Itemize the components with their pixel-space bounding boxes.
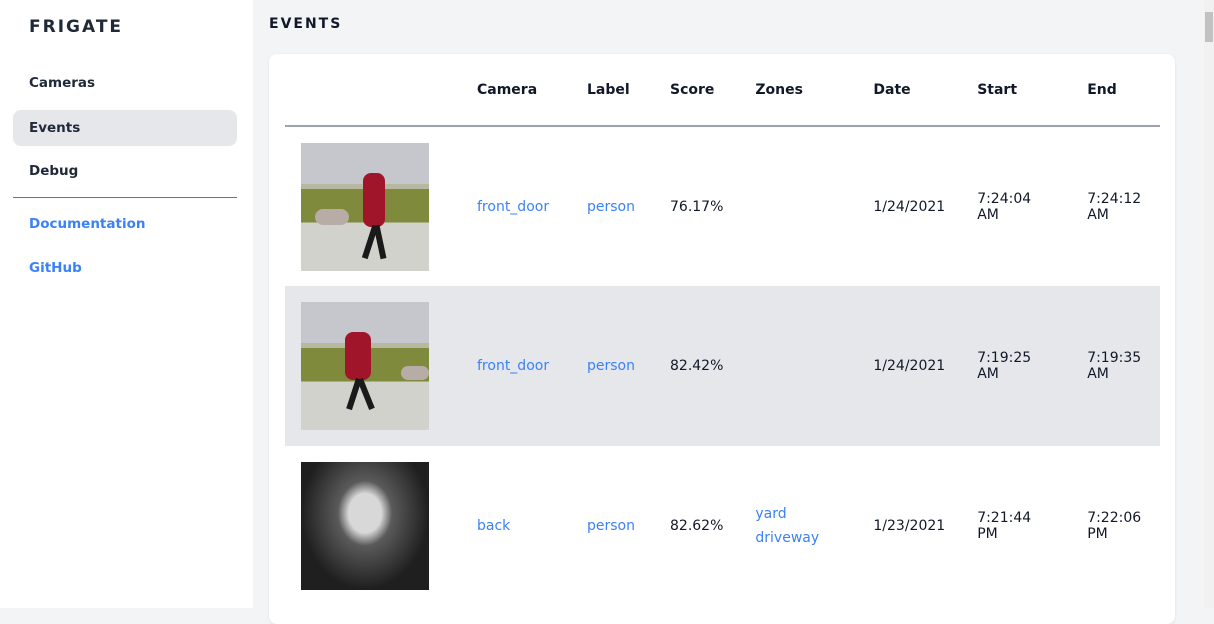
event-label-link[interactable]: person — [587, 198, 635, 215]
app-logo: FRIGATE — [29, 17, 124, 37]
event-date: 1/23/2021 — [873, 518, 946, 534]
event-end: 7:22:06 PM — [1087, 510, 1142, 542]
header-camera: Camera — [461, 54, 571, 127]
sidebar-item-debug[interactable]: Debug — [29, 163, 79, 179]
sidebar-item-events[interactable]: Events — [13, 110, 237, 146]
event-thumbnail[interactable] — [301, 142, 429, 271]
events-card: Camera Label Score Zones Date Start End … — [269, 54, 1175, 624]
event-end: 7:24:12 AM — [1087, 190, 1142, 223]
event-thumbnail[interactable] — [301, 462, 429, 590]
event-start: 7:24:04 AM — [977, 190, 1032, 223]
header-score: Score — [654, 54, 740, 127]
header-end: End — [1071, 54, 1160, 127]
header-date: Date — [857, 54, 962, 127]
event-label-link[interactable]: person — [587, 518, 635, 534]
sidebar-link-github[interactable]: GitHub — [29, 260, 82, 276]
event-zone[interactable]: yard — [755, 506, 787, 522]
event-camera-link[interactable]: front_door — [477, 198, 550, 215]
table-row[interactable]: back person 82.62% yard driveway 1/23/202… — [285, 446, 1160, 606]
header-label: Label — [571, 54, 654, 127]
sidebar-link-documentation[interactable]: Documentation — [29, 216, 146, 232]
header-zones: Zones — [739, 54, 858, 127]
event-date: 1/24/2021 — [857, 286, 962, 446]
page-scrollbar[interactable] — [1204, 0, 1214, 608]
header-start: Start — [961, 54, 1072, 127]
event-thumbnail[interactable] — [301, 302, 429, 430]
table-row[interactable]: front_door person 76.17% 1/24/2021 7:24:… — [285, 126, 1160, 286]
sidebar: FRIGATE Cameras Events Debug Documentati… — [0, 0, 253, 608]
event-start: 7:19:25 AM — [961, 286, 1072, 446]
scrollbar-thumb[interactable] — [1205, 12, 1213, 42]
event-camera-link[interactable]: front_door — [461, 286, 571, 446]
events-table: Camera Label Score Zones Date Start End … — [285, 54, 1160, 606]
table-row[interactable]: front_door person 82.42% 1/24/2021 7:19:… — [285, 286, 1160, 446]
event-start: 7:21:44 PM — [977, 510, 1032, 542]
event-score: 82.62% — [670, 518, 724, 534]
sidebar-divider — [13, 197, 237, 198]
table-header-row: Camera Label Score Zones Date Start End — [285, 54, 1160, 127]
event-score: 76.17% — [670, 198, 724, 215]
event-score: 82.42% — [654, 286, 740, 446]
event-camera-link[interactable]: back — [477, 518, 511, 534]
event-zone[interactable]: driveway — [755, 530, 820, 546]
page-title: EVENTS — [269, 16, 343, 32]
event-end: 7:19:35 AM — [1071, 286, 1160, 446]
sidebar-item-cameras[interactable]: Cameras — [29, 75, 96, 91]
event-date: 1/24/2021 — [873, 198, 946, 215]
event-label-link[interactable]: person — [571, 286, 654, 446]
header-thumbnail — [285, 54, 461, 127]
